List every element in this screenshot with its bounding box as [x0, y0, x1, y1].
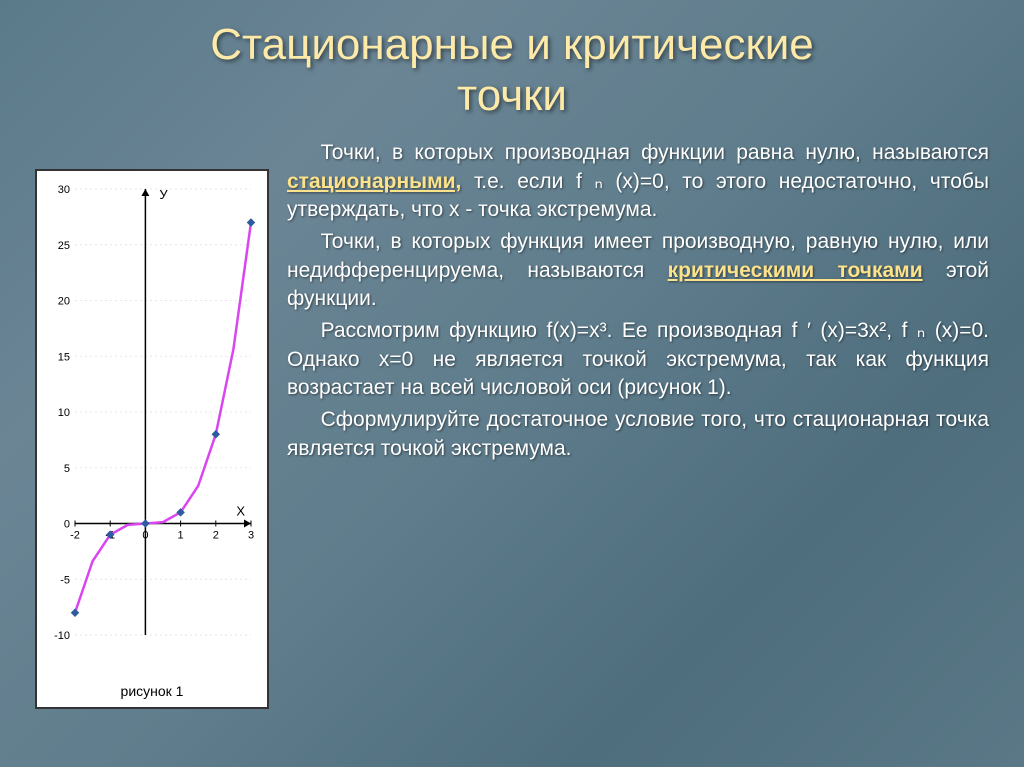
chart-plot-area: -10-5051015202530-2-10123УX [43, 177, 261, 657]
svg-text:5: 5 [64, 463, 70, 475]
content-row: -10-5051015202530-2-10123УX рисунок 1 То… [35, 139, 989, 709]
chart-caption: рисунок 1 [37, 683, 267, 699]
title-line-2: точки [457, 71, 567, 120]
paragraph-2: Точки, в которых функция имеет производн… [287, 228, 989, 313]
svg-text:0: 0 [142, 530, 148, 542]
paragraph-4: Сформулируйте достаточное условие того, … [287, 406, 989, 463]
title-line-1: Стационарные и критические [210, 20, 814, 69]
svg-text:1: 1 [178, 530, 184, 542]
p1-text-a: Точки, в которых производная функции рав… [321, 141, 989, 164]
svg-text:15: 15 [58, 351, 70, 363]
keyword-critical: критическими точками [668, 259, 923, 282]
svg-text:10: 10 [58, 407, 70, 419]
svg-text:0: 0 [64, 519, 70, 531]
paragraph-1: Точки, в которых производная функции рав… [287, 139, 989, 224]
keyword-stationary: стационарными, [287, 170, 461, 193]
slide: Стационарные и критические точки -10 -5 0 5… [0, 0, 1024, 767]
slide-title: Стационарные и критические точки [35, 20, 989, 121]
svg-text:-10: -10 [54, 630, 70, 642]
svg-text:-2: -2 [70, 530, 80, 542]
svg-text:25: 25 [58, 240, 70, 252]
svg-text:У: У [159, 187, 168, 202]
cubic-function-chart: -10-5051015202530-2-10123УX [43, 177, 261, 657]
svg-text:-5: -5 [60, 574, 70, 586]
chart-container: -10-5051015202530-2-10123УX рисунок 1 [35, 169, 269, 709]
svg-text:2: 2 [213, 530, 219, 542]
body-text: Точки, в которых производная функции рав… [287, 139, 989, 709]
svg-text:20: 20 [58, 296, 70, 308]
svg-text:X: X [236, 504, 245, 519]
svg-text:30: 30 [58, 184, 70, 196]
svg-text:3: 3 [248, 530, 254, 542]
paragraph-3: Рассмотрим функцию f(x)=x³. Ее производн… [287, 317, 989, 402]
